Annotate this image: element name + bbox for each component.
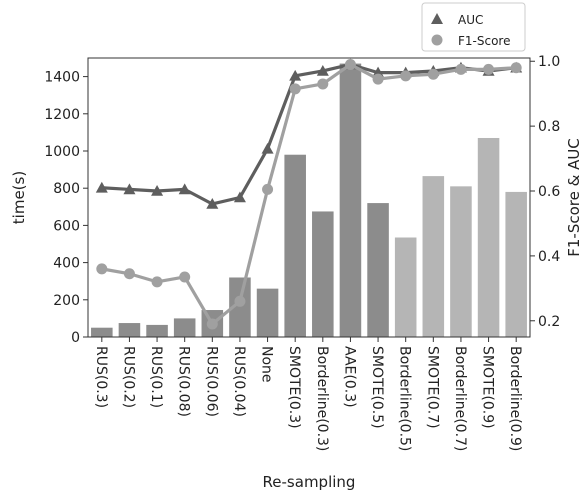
legend-box [421,2,526,52]
time-bar [284,154,306,337]
time-bar [422,176,445,337]
x-tick-label: SMOTE(0.9) [480,346,496,429]
f1-score-point [372,73,384,85]
x-tick-label: Borderline(0.7) [452,346,468,451]
time-bar [118,323,141,337]
f1-score-point [344,58,356,70]
axes-layer: 0 200 400 600 800 1000 1200 1400 0.2 0.4 0.6 0.8 1.0… [10,54,583,491]
f1-score-point [206,318,218,330]
auc-point [289,69,302,81]
legend-auc-label: AUC [458,13,483,27]
auc-line [101,62,517,206]
f1-score-point [96,263,108,275]
f1-score-point [455,63,467,75]
f1-score-line [101,62,517,326]
x-tick-label: Borderline(0.3) [314,346,330,451]
y2-tick-label: 0.6 [538,184,560,200]
time-bar [256,288,279,337]
x-tick-label: SMOTE(0.7) [424,346,440,429]
legend-f1-marker [431,34,443,46]
y-tick-label: 0 [71,330,80,346]
x-tick-label: RUS(0.1) [148,346,164,408]
x-tick-label: Borderline(0.9) [507,346,523,451]
y-tick-label: 1400 [44,70,80,86]
x-tick-label: Borderline(0.5) [397,346,413,451]
time-bar [505,191,527,337]
auc-point [151,185,164,196]
x-tick-label: RUS(0.06) [203,346,219,417]
f1-score-point [510,62,522,74]
auc-point [316,64,329,76]
time-bar [91,327,113,337]
time-bar [339,63,362,337]
time-bar [367,203,389,337]
lines-layer [95,58,523,330]
legend: AUC F1-Score [421,2,526,52]
plot-frame [87,57,531,338]
bars-layer [91,63,527,337]
y-tick-label: 400 [53,256,80,272]
x-tick-label: RUS(0.04) [231,346,247,417]
y-tick-label: 200 [53,293,80,309]
auc-point [261,142,274,154]
y-tick-label: 1000 [44,144,80,160]
auc-point [95,181,108,193]
y-axis-label: time(s) [10,171,28,224]
time-bar [477,137,500,337]
auc-point [123,183,136,195]
f1-score-point [483,63,495,75]
time-bar [146,324,168,337]
y-tick-label: 800 [53,181,80,197]
x-tick-label: None [259,346,275,383]
f1-score-point [151,276,163,288]
y2-tick-label: 0.4 [538,249,560,265]
x-tick-label: SMOTE(0.3) [286,346,302,429]
legend-auc-marker [431,13,443,24]
f1-score-point [289,83,301,95]
x-tick-label: RUS(0.2) [120,346,136,408]
y2-tick-label: 0.8 [538,119,560,135]
time-bar [229,277,251,337]
auc-point [178,183,191,195]
f1-score-point [179,271,191,283]
x-tick-label: RUS(0.08) [176,346,192,417]
x-tick-label: SMOTE(0.5) [369,346,385,429]
f1-score-point [317,78,329,90]
y2-tick-label: 0.2 [538,314,560,330]
f1-score-point [123,268,135,280]
time-bar [394,237,417,337]
y2-tick-label: 1.0 [538,54,560,70]
auc-point [233,191,246,203]
f1-score-point [234,295,246,307]
x-tick-label: RUS(0.3) [93,346,109,408]
y-tick-label: 1200 [44,107,80,123]
f1-score-point [427,68,439,80]
time-bar [173,318,196,337]
y-tick-label: 600 [53,218,80,234]
auc-point [206,197,219,209]
legend-f1-label: F1-Score [458,34,510,48]
f1-score-point [400,70,412,82]
time-bar [450,186,472,337]
f1-score-point [262,183,274,195]
x-axis-label: Re-sampling [263,473,356,491]
x-tick-label: AAE(0.3) [341,346,357,408]
time-bar [312,211,334,337]
y2-axis-label: F1-Score & AUC [565,138,583,257]
